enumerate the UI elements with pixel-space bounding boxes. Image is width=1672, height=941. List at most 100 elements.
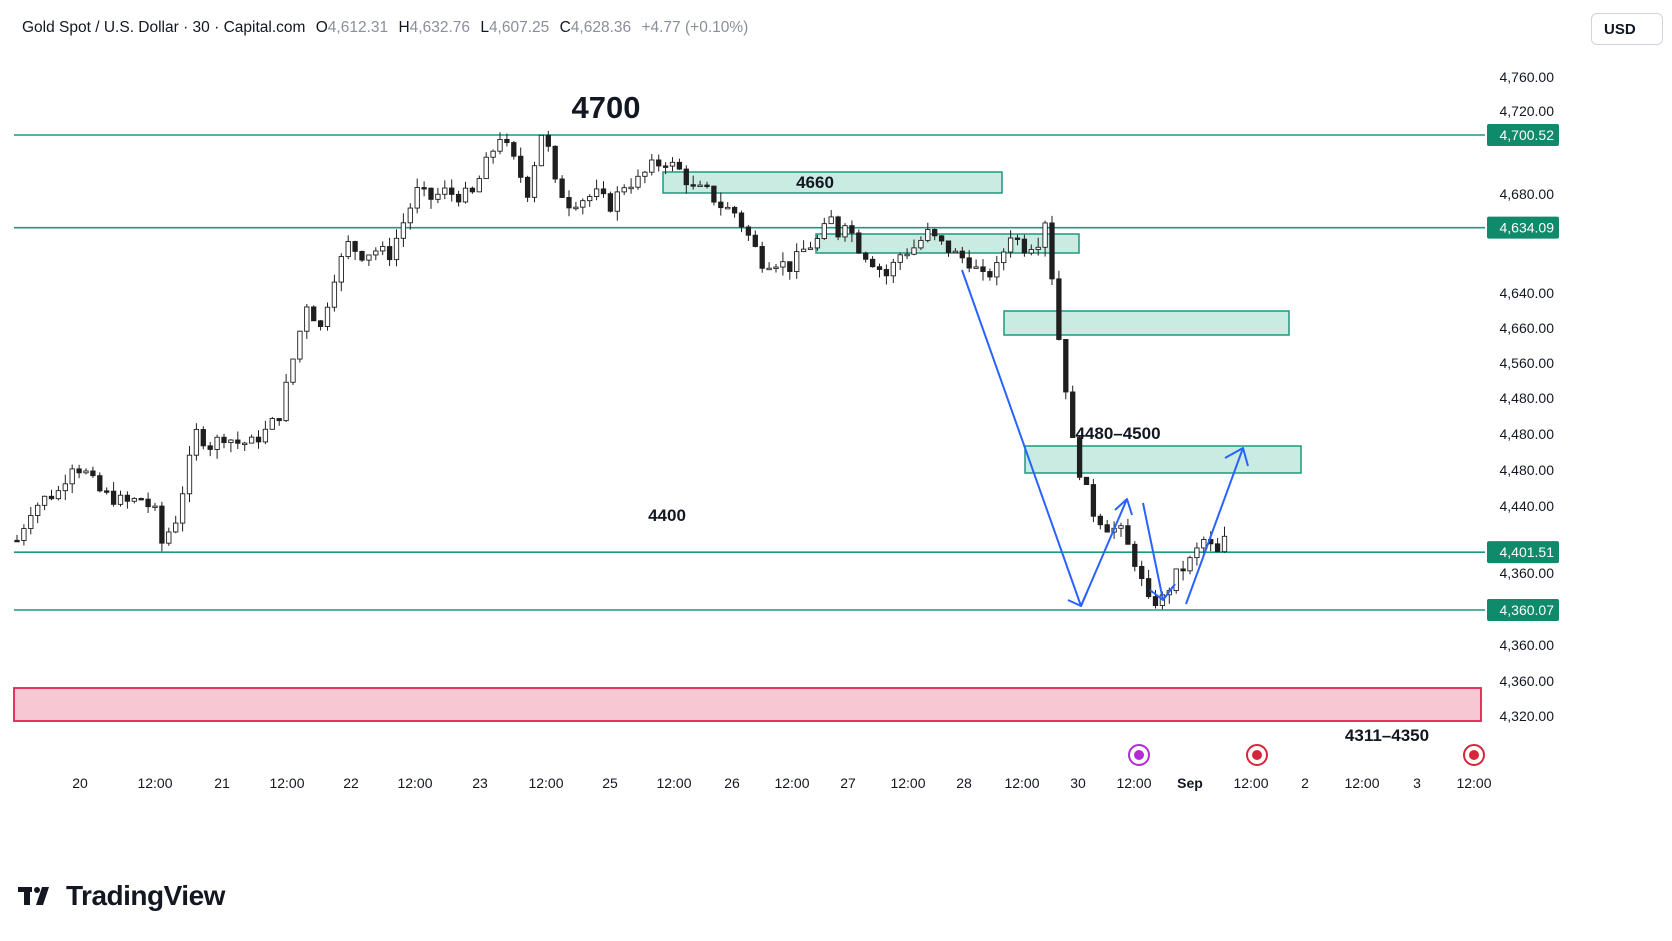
candle-body xyxy=(835,216,841,238)
candle-body xyxy=(124,494,131,502)
candle-body xyxy=(1042,222,1048,248)
candle-body xyxy=(145,498,151,508)
candle-body xyxy=(159,505,165,544)
candle-body xyxy=(718,201,724,209)
candle-body xyxy=(911,247,917,255)
currency-button[interactable]: USD xyxy=(1591,13,1663,45)
candle-body xyxy=(1173,568,1179,592)
candle-body xyxy=(373,250,379,256)
candle-body xyxy=(131,497,137,502)
candle-body xyxy=(869,258,876,268)
candle-body xyxy=(345,241,351,258)
candle-body xyxy=(807,247,814,250)
price-tag-label: 4,700.52 xyxy=(1500,127,1555,143)
candle-body xyxy=(497,139,503,152)
candle-body xyxy=(1194,547,1200,559)
candle-body xyxy=(980,266,986,272)
candle-body xyxy=(552,145,558,180)
tradingview-logo: TradingView xyxy=(18,880,225,912)
candle-body xyxy=(97,475,103,492)
candle-body xyxy=(904,253,910,257)
candle-body xyxy=(1104,524,1110,533)
candle-body xyxy=(104,490,110,493)
candle-body xyxy=(269,418,275,430)
time-axis-label: 3 xyxy=(1413,775,1421,791)
candle-body xyxy=(62,483,68,492)
candle-body xyxy=(587,196,593,202)
tradingview-icon xyxy=(18,887,49,905)
supply-zone xyxy=(1003,310,1290,336)
price-tag-label: 4,634.09 xyxy=(1500,220,1555,236)
candle-body xyxy=(876,266,883,270)
candle-body xyxy=(759,246,765,269)
time-axis-label: 21 xyxy=(214,775,230,791)
candle-body xyxy=(952,250,959,254)
symbol-header: Gold Spot / U.S. Dollar · 30 · Capital.c… xyxy=(22,19,748,37)
candle-body xyxy=(566,197,572,209)
candle-body xyxy=(918,239,924,249)
annotation-label: 4480–4500 xyxy=(1075,424,1160,443)
candle-body xyxy=(380,246,386,252)
candle-body xyxy=(559,178,565,198)
time-axis-label: 12:00 xyxy=(890,775,925,791)
candle-body xyxy=(635,175,641,188)
time-axis-label: 12:00 xyxy=(1116,775,1151,791)
price-axis-label: 4,440.00 xyxy=(1500,498,1555,514)
candle-body xyxy=(669,161,676,167)
change-value: +4.77 (+0.10%) xyxy=(641,19,749,36)
candle-body xyxy=(662,165,669,168)
candle-body xyxy=(1083,476,1090,485)
price-axis-label: 4,660.00 xyxy=(1500,320,1555,336)
open-value: 4,612.31 xyxy=(327,19,389,36)
candle-body xyxy=(41,495,48,506)
candle-body xyxy=(1035,246,1041,251)
price-tag-label: 4,360.07 xyxy=(1500,602,1555,618)
price-axis-label: 4,640.00 xyxy=(1500,285,1555,301)
time-axis-label: 12:00 xyxy=(656,775,691,791)
candle-body xyxy=(1056,278,1062,340)
candle-body xyxy=(883,269,890,277)
price-axis-label: 4,480.00 xyxy=(1500,426,1555,442)
candle-body xyxy=(690,184,696,187)
candle-body xyxy=(186,454,193,495)
close-value: 4,628.36 xyxy=(570,19,632,36)
candle-body xyxy=(925,229,931,241)
candle-body xyxy=(55,490,62,500)
candle-body xyxy=(483,156,489,180)
candle-body xyxy=(262,428,269,443)
price-tag xyxy=(1487,599,1559,621)
price-axis-label: 4,320.00 xyxy=(1500,708,1555,724)
candle-body xyxy=(676,161,683,170)
candle-body xyxy=(435,193,441,200)
symbol-title[interactable]: Gold Spot / U.S. Dollar · 30 · Capital.c… xyxy=(22,19,306,36)
candle-body xyxy=(76,468,82,474)
candle-body xyxy=(945,240,952,253)
time-axis-label: 25 xyxy=(602,775,618,791)
candle-body xyxy=(628,186,634,190)
candle-body xyxy=(704,184,710,188)
candle-body xyxy=(600,188,607,195)
candle-body xyxy=(1021,238,1028,254)
time-axis-label: 30 xyxy=(1070,775,1086,791)
candle-body xyxy=(725,206,731,210)
candle-body xyxy=(255,436,262,443)
arrow-head xyxy=(1114,498,1133,516)
candle-body xyxy=(1132,543,1138,567)
candle-body xyxy=(48,495,55,500)
candle-body xyxy=(366,254,372,261)
candle-body xyxy=(290,358,296,383)
candle-body xyxy=(490,150,496,158)
candle-body xyxy=(283,381,289,422)
price-axis-label: 4,480.00 xyxy=(1500,462,1555,478)
candle-body xyxy=(938,235,945,242)
annotation-label: 4311–4350 xyxy=(1345,726,1429,745)
time-axis-label: 20 xyxy=(72,775,88,791)
close-key: C xyxy=(559,19,571,36)
candle-body xyxy=(386,246,393,261)
candle-body xyxy=(21,528,27,541)
candle-body xyxy=(421,187,427,190)
candle-body xyxy=(166,531,172,544)
candle-body xyxy=(173,522,179,533)
candle-body xyxy=(752,234,758,247)
